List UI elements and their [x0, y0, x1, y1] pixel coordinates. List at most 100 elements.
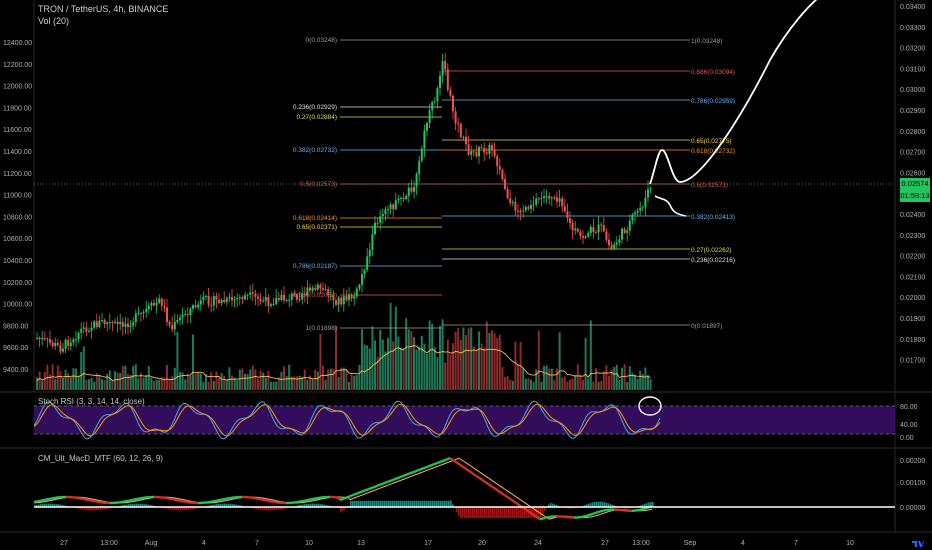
volume-bar — [478, 331, 480, 390]
left-price-axis[interactable]: 12400.00 12200.00 12000.00 11800.00 11600.00… — [3, 40, 32, 374]
macd-histogram-bar — [606, 502, 608, 507]
stoch-rsi-label[interactable]: Stoch RSI (3, 3, 14, 14, close) — [38, 397, 145, 406]
volume-bar — [59, 371, 62, 390]
projection-path-drawing[interactable] — [649, 0, 818, 185]
fib-level-label-left: 0(0.03248) — [306, 37, 337, 44]
macd-histogram-bar — [214, 504, 216, 507]
volume-bar — [353, 375, 356, 390]
candle-body — [485, 152, 488, 154]
volume-bar — [184, 379, 187, 390]
macd-histogram-bar — [324, 504, 326, 507]
right-price-axis[interactable]: 0.03400 0.03300 0.03200 0.03100 0.03000 0.029… — [900, 4, 925, 512]
macd-histogram-bar — [342, 507, 344, 511]
volume-ma-line — [36, 345, 651, 382]
macd-line-segment — [499, 491, 503, 495]
macd-signal-line — [33, 458, 653, 520]
volume-bar — [285, 376, 288, 390]
volume-bar — [306, 379, 309, 390]
time-axis[interactable]: 27 13:00 Aug 4 7 10 13 17 20 24 27 13:00 Sep 4 7 10 — [60, 540, 854, 547]
right-axis-tick-label: 0.01900 — [900, 316, 925, 323]
candle-body — [184, 314, 187, 316]
volume-bar — [462, 327, 465, 390]
left-axis-tick-label: 11400.00 — [3, 149, 32, 156]
volume-bar — [194, 373, 197, 390]
macd-histogram-bar — [510, 507, 512, 519]
macd-histogram-bar — [418, 500, 420, 507]
candle-body — [127, 323, 129, 328]
candle-body — [535, 198, 538, 205]
candle-body — [548, 196, 551, 199]
macd-histogram-bar — [378, 500, 380, 507]
volume-bar — [290, 376, 293, 390]
candle-body — [54, 342, 57, 347]
candle-body — [532, 204, 535, 206]
macd-histogram-bar — [490, 507, 492, 519]
candle-body — [77, 332, 80, 340]
volume-bar — [277, 377, 280, 390]
time-axis-tick-label: 4 — [202, 540, 206, 547]
macd-line-segment — [369, 486, 373, 490]
macd-line-segment — [461, 465, 465, 469]
macd-histogram-bar — [416, 500, 418, 507]
volume-bar — [413, 337, 415, 390]
macd-histogram-bar — [518, 507, 520, 519]
macd-label[interactable]: CM_Ult_MacD_MTF (60, 12, 26, 9) — [38, 454, 163, 463]
candle-body — [623, 228, 626, 233]
stoch-circle-drawing[interactable] — [638, 396, 662, 416]
macd-line-segment — [459, 463, 463, 468]
macd-histogram-bar — [448, 500, 450, 507]
volume-bar — [563, 376, 566, 390]
candle-body — [197, 304, 200, 308]
macd-histogram-bar — [356, 500, 358, 507]
volume-label[interactable]: Vol (20) — [38, 16, 70, 26]
volume-bar — [137, 378, 140, 390]
right-axis-tick-label: 0.02600 — [900, 170, 925, 177]
candle-body — [488, 145, 491, 154]
candle-body — [400, 197, 402, 199]
stoch-rsi-lines — [33, 400, 661, 440]
volume-bar — [355, 374, 358, 390]
macd-histogram-bar — [42, 503, 44, 507]
left-axis-tick-label: 12400.00 — [3, 40, 32, 47]
candle-body — [563, 206, 566, 212]
macd-histogram-bar — [170, 507, 172, 510]
left-axis-tick-label: 12000.00 — [3, 84, 32, 91]
candle-body — [384, 209, 387, 215]
time-axis-tick-label: 7 — [794, 540, 798, 547]
macd-histogram-bar — [396, 500, 398, 507]
macd-histogram-bar — [56, 504, 58, 507]
macd-histogram-bar — [500, 507, 502, 519]
candle-body — [277, 297, 280, 301]
candles[interactable] — [36, 52, 652, 355]
macd-histogram-bar — [514, 507, 516, 519]
projection-dip-drawing[interactable] — [654, 195, 687, 217]
volume-bar — [251, 365, 254, 390]
right-axis-tick-label: 0.03000 — [900, 87, 925, 94]
volume-bar — [80, 352, 83, 390]
candle-body — [309, 287, 311, 291]
volume-bar — [101, 379, 103, 390]
volume-bar — [532, 381, 535, 390]
macd-histogram-bar — [50, 503, 52, 507]
fibonacci-retracements[interactable]: 0(0.03248) 0.236(0.02929) 0.27(0.02884) 0.3… — [293, 37, 735, 332]
macd-histogram-bar — [88, 507, 90, 511]
candle-body — [553, 197, 556, 199]
candle-body — [262, 300, 265, 302]
volume-bar — [111, 380, 114, 390]
candle-body — [207, 295, 210, 305]
macd-line-segment — [363, 488, 367, 493]
volume-bar — [314, 369, 317, 390]
candle-body — [114, 321, 116, 323]
candle-body — [540, 197, 543, 199]
volume-bar — [319, 333, 322, 390]
macd-histogram-bar — [322, 504, 324, 507]
macd-line-segment — [457, 462, 461, 466]
candle-body — [405, 195, 408, 200]
macd-line-segment — [447, 456, 451, 461]
macd-histogram-bar — [266, 507, 268, 511]
macd-histogram-bar — [376, 500, 378, 507]
symbol-title[interactable]: TRON / TetherUS, 4h, BINANCE — [38, 4, 169, 14]
volume-ma-path — [36, 345, 651, 382]
candle-body — [584, 236, 587, 238]
